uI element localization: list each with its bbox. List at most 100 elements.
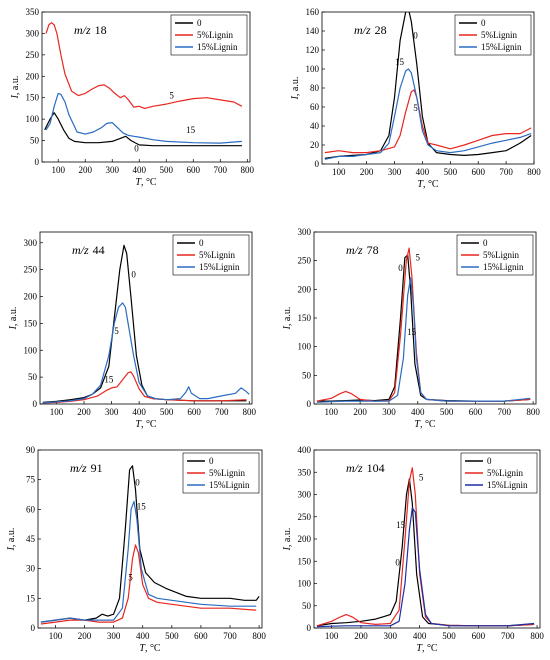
series-line-0 [316, 254, 531, 402]
x-tick-label: 500 [160, 165, 174, 175]
x-tick-label: 200 [360, 167, 374, 177]
x-axis-variable: T [135, 177, 142, 188]
y-tick-label: 300 [26, 28, 40, 38]
y-axis-title: I, a.u. [10, 76, 21, 100]
x-tick-label: 100 [49, 631, 63, 641]
curve-annotation: 15 [137, 501, 147, 511]
x-tick-label: 700 [498, 407, 512, 417]
y-axis-title: I, a.u. [6, 528, 17, 552]
x-tick-label: 500 [442, 631, 456, 641]
x-tick-label: 300 [107, 631, 121, 641]
x-axis-variable: T [139, 643, 146, 654]
y-axis-variable: I [8, 325, 19, 330]
curve-annotation: 15 [186, 125, 196, 135]
y-tick-label: 50 [302, 370, 312, 380]
y-tick-label: 100 [24, 345, 38, 355]
mz-label: m/z 104 [346, 461, 385, 475]
y-tick-label: 140 [306, 26, 320, 36]
chart-panel-104: 100 200 300 400 500 600 700 8000501001502002503… [282, 445, 544, 654]
plot-frame [41, 11, 251, 163]
y-tick-label: 300 [298, 490, 312, 500]
curve-annotation: 15 [407, 327, 417, 337]
x-tick-label: 100 [325, 631, 339, 641]
y-tick-label: 100 [306, 64, 320, 74]
legend-entry: 15%Lignin [481, 42, 522, 52]
series-line-0 [316, 478, 535, 627]
x-tick-label: 300 [384, 631, 398, 641]
plot-frame [39, 231, 253, 405]
x-tick-label: 800 [526, 407, 540, 417]
mz-number: 44 [93, 243, 105, 257]
curve-annotation: 0 [398, 263, 403, 273]
x-tick-label: 400 [132, 407, 146, 417]
series-line-2 [316, 277, 531, 403]
x-axis-title: T, °C [139, 643, 161, 654]
chart-panel-78: 100 200 300 400 500 600 700 8000501001502002503… [282, 227, 540, 430]
mz-prefix: m/z [72, 243, 89, 257]
series-line-2 [42, 302, 250, 404]
mz-number: 104 [367, 461, 385, 475]
y-tick-label: 50 [28, 372, 38, 382]
y-tick-label: 150 [24, 318, 38, 328]
x-tick-label: 400 [411, 407, 425, 417]
series-line-2 [40, 500, 257, 623]
mz-label: m/z 91 [70, 461, 103, 475]
x-tick-label: 300 [388, 167, 402, 177]
x-axis-variable: T [414, 419, 421, 430]
x-tick-label: 600 [471, 167, 485, 177]
x-tick-label: 600 [187, 407, 201, 417]
series-line-2 [316, 507, 535, 628]
legend-entry: 15%Lignin [197, 42, 238, 52]
x-tick-label: 500 [444, 167, 458, 177]
x-axis-unit: , °C [423, 179, 439, 190]
mz-number: 78 [367, 243, 379, 257]
x-tick-label: 800 [530, 631, 544, 641]
y-tick-label: 100 [26, 114, 40, 124]
y-tick-label: 160 [306, 7, 320, 17]
x-tick-label: 600 [187, 165, 201, 175]
curve-annotation: 5 [114, 326, 119, 336]
x-tick-label: 200 [77, 407, 91, 417]
series-line-1 [40, 544, 257, 625]
x-tick-label: 500 [160, 407, 174, 417]
x-axis-title: T, °C [135, 177, 157, 188]
legend-entry: 15%Lignin [209, 480, 250, 490]
y-tick-label: 0 [35, 157, 40, 167]
x-axis-unit: , °C [145, 643, 161, 654]
curve-annotation: 0 [413, 31, 418, 41]
x-tick-label: 400 [136, 631, 150, 641]
x-axis-variable: T [417, 179, 424, 190]
y-tick-label: 120 [306, 45, 320, 55]
mz-number: 28 [375, 23, 387, 37]
mz-prefix: m/z [346, 243, 363, 257]
x-axis-unit: , °C [420, 419, 436, 430]
x-tick-label: 100 [51, 165, 65, 175]
x-tick-label: 100 [332, 167, 346, 177]
legend: 0 5%Lignin 15%Lignin [170, 14, 248, 56]
x-axis-title: T, °C [417, 179, 439, 190]
x-axis-variable: T [135, 419, 142, 430]
x-tick-label: 500 [440, 407, 454, 417]
curve-annotation: 5 [419, 472, 424, 482]
legend-entry: 0 [481, 18, 486, 28]
y-axis-variable: I [282, 325, 293, 330]
curve-annotation: 0 [134, 143, 139, 153]
chart-panel-91: 100 200 300 400 500 600 700 8000153045607590T, … [6, 445, 266, 654]
y-tick-label: 100 [298, 342, 312, 352]
mz-prefix: m/z [346, 461, 363, 475]
x-tick-label: 700 [215, 407, 229, 417]
legend-entry: 5%Lignin [197, 30, 233, 40]
series-line-0 [40, 465, 260, 623]
legend-entry: 5%Lignin [487, 468, 523, 478]
x-axis-title: T, °C [416, 643, 438, 654]
legend-entry: 0 [487, 456, 492, 466]
chart-panel-18: 100 200 300 400 500 600 700 8000501001502002503… [10, 7, 255, 188]
y-tick-label: 400 [298, 445, 312, 455]
y-tick-label: 60 [26, 504, 36, 514]
y-tick-label: 60 [310, 102, 320, 112]
y-tick-label: 0 [31, 623, 36, 633]
y-tick-label: 300 [24, 238, 38, 248]
y-tick-label: 200 [298, 534, 312, 544]
x-axis-unit: , °C [422, 643, 438, 654]
